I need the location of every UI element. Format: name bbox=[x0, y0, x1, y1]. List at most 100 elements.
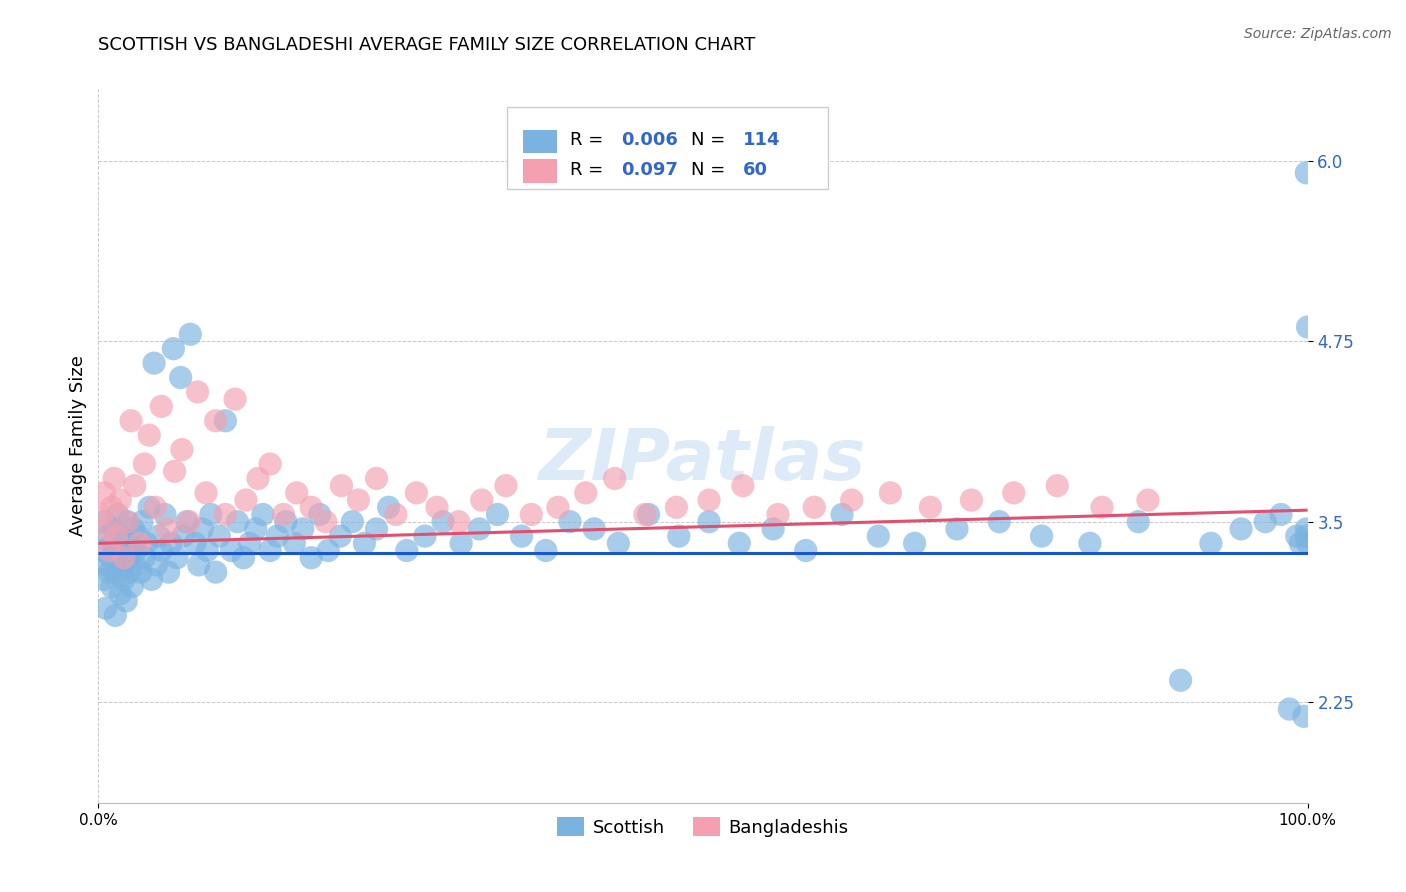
Point bbox=[762, 522, 785, 536]
Point bbox=[93, 486, 115, 500]
Point bbox=[105, 565, 128, 579]
Point bbox=[117, 515, 139, 529]
Point bbox=[232, 550, 254, 565]
Point bbox=[120, 536, 142, 550]
Point bbox=[195, 486, 218, 500]
Point bbox=[1296, 536, 1319, 550]
Point bbox=[315, 515, 337, 529]
Text: ZIPatlas: ZIPatlas bbox=[540, 425, 866, 495]
Point bbox=[273, 508, 295, 522]
Text: SCOTTISH VS BANGLADESHI AVERAGE FAMILY SIZE CORRELATION CHART: SCOTTISH VS BANGLADESHI AVERAGE FAMILY S… bbox=[98, 36, 755, 54]
Point bbox=[831, 508, 853, 522]
Point bbox=[366, 522, 388, 536]
Point bbox=[160, 536, 183, 550]
Point bbox=[558, 515, 581, 529]
Point bbox=[134, 550, 156, 565]
Point bbox=[450, 536, 472, 550]
Point bbox=[413, 529, 436, 543]
Point bbox=[141, 572, 163, 586]
Text: Source: ZipAtlas.com: Source: ZipAtlas.com bbox=[1244, 27, 1392, 41]
Point bbox=[134, 457, 156, 471]
Point bbox=[1136, 493, 1159, 508]
Text: 114: 114 bbox=[742, 131, 780, 149]
Point bbox=[131, 515, 153, 529]
Point bbox=[904, 536, 927, 550]
Point bbox=[1292, 709, 1315, 723]
Point bbox=[471, 493, 494, 508]
Point bbox=[145, 558, 167, 572]
Point bbox=[426, 500, 449, 515]
Point bbox=[946, 522, 969, 536]
Point bbox=[143, 500, 166, 515]
Point bbox=[495, 478, 517, 492]
Point bbox=[187, 384, 209, 399]
Point bbox=[1295, 522, 1317, 536]
Point bbox=[1128, 515, 1150, 529]
Point bbox=[221, 543, 243, 558]
Point bbox=[124, 558, 146, 572]
Point bbox=[117, 515, 139, 529]
Point bbox=[120, 414, 142, 428]
Point bbox=[91, 572, 114, 586]
Point bbox=[377, 500, 399, 515]
Point bbox=[1046, 478, 1069, 492]
Point bbox=[353, 536, 375, 550]
Point bbox=[259, 457, 281, 471]
Point bbox=[697, 515, 720, 529]
Point bbox=[172, 529, 194, 543]
Point bbox=[330, 478, 353, 492]
Point bbox=[150, 543, 173, 558]
Point bbox=[1289, 536, 1312, 550]
Point bbox=[988, 515, 1011, 529]
Point bbox=[868, 529, 890, 543]
Point bbox=[127, 529, 149, 543]
Point bbox=[308, 508, 330, 522]
Point bbox=[103, 471, 125, 485]
Point bbox=[184, 536, 207, 550]
Point bbox=[91, 543, 114, 558]
Point bbox=[583, 522, 606, 536]
Point bbox=[115, 594, 138, 608]
Point bbox=[235, 493, 257, 508]
Point bbox=[108, 587, 131, 601]
Point bbox=[841, 493, 863, 508]
Point bbox=[100, 580, 122, 594]
Point bbox=[329, 529, 352, 543]
Point bbox=[283, 536, 305, 550]
Point bbox=[148, 529, 170, 543]
Point bbox=[100, 500, 122, 515]
Point bbox=[98, 543, 121, 558]
Point bbox=[96, 558, 118, 572]
Y-axis label: Average Family Size: Average Family Size bbox=[69, 356, 87, 536]
Point bbox=[112, 550, 135, 565]
Point bbox=[960, 493, 983, 508]
Point bbox=[124, 478, 146, 492]
Point bbox=[266, 529, 288, 543]
Point bbox=[110, 529, 132, 543]
Point bbox=[1078, 536, 1101, 550]
Point bbox=[107, 508, 129, 522]
Point bbox=[920, 500, 942, 515]
Point bbox=[468, 522, 491, 536]
Point bbox=[187, 558, 209, 572]
Point bbox=[1278, 702, 1301, 716]
Point bbox=[129, 565, 152, 579]
Point bbox=[547, 500, 569, 515]
Point bbox=[214, 508, 236, 522]
Point bbox=[128, 536, 150, 550]
Point bbox=[111, 558, 134, 572]
Point bbox=[91, 508, 114, 522]
Point bbox=[103, 522, 125, 536]
Point bbox=[794, 543, 817, 558]
Point bbox=[274, 515, 297, 529]
Text: R =: R = bbox=[569, 131, 609, 149]
Text: R =: R = bbox=[569, 161, 609, 178]
Point bbox=[118, 565, 141, 579]
Point bbox=[204, 414, 226, 428]
Point bbox=[510, 529, 533, 543]
Point bbox=[342, 515, 364, 529]
Point bbox=[486, 508, 509, 522]
Point bbox=[138, 428, 160, 442]
Point bbox=[395, 543, 418, 558]
Point bbox=[766, 508, 789, 522]
